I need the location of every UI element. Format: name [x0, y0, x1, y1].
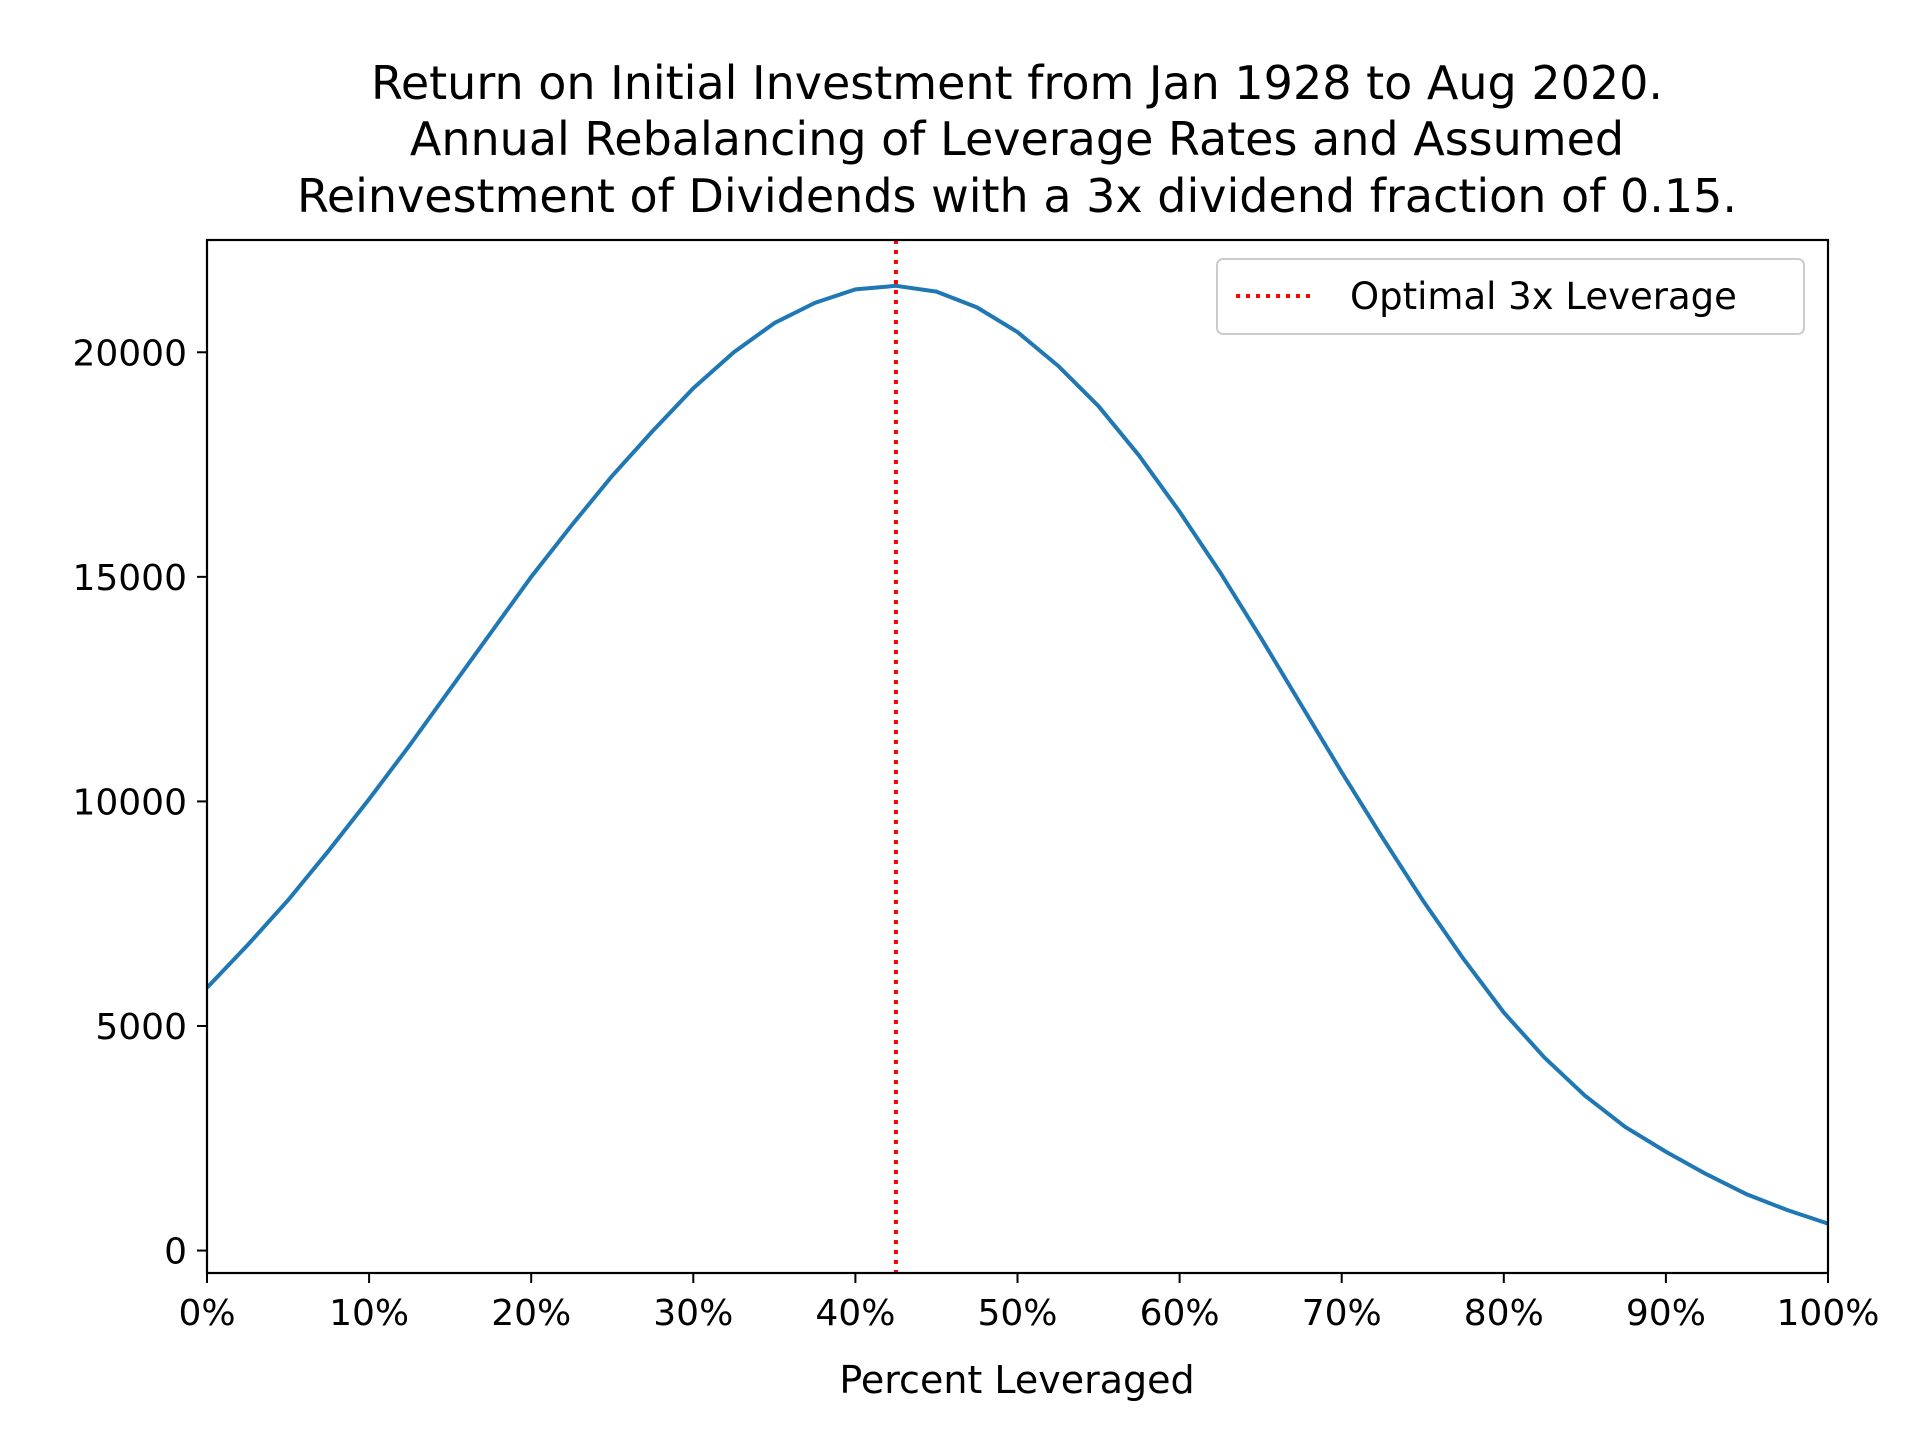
x-tick-label: 70% — [1302, 1293, 1382, 1334]
legend-box — [1216, 258, 1805, 335]
x-tick-label: 40% — [815, 1293, 895, 1334]
y-tick-label: 0 — [164, 1232, 187, 1273]
x-tick-label: 30% — [653, 1293, 733, 1334]
x-tick-label: 80% — [1464, 1293, 1544, 1334]
title-line-3: Reinvestment of Dividends with a 3x divi… — [297, 169, 1737, 223]
series-line-0 — [205, 283, 1829, 1226]
y-tick-label: 5000 — [95, 1007, 187, 1048]
title-line-1: Return on Initial Investment from Jan 19… — [371, 56, 1663, 110]
chart-title: Return on Initial Investment from Jan 19… — [297, 56, 1737, 223]
y-tick-label: 15000 — [72, 558, 187, 599]
y-axis-ticks: 0 5000 10000 15000 20000 — [72, 333, 207, 1273]
plot-frame — [205, 238, 1830, 1275]
plot-content — [205, 240, 1829, 1273]
legend: Optimal 3x Leverage — [1216, 258, 1805, 335]
x-tick-label: 20% — [491, 1293, 571, 1334]
x-tick-label: 0% — [178, 1293, 235, 1334]
x-tick-label: 10% — [329, 1293, 409, 1334]
x-tick-label: 50% — [977, 1293, 1057, 1334]
x-tick-label: 100% — [1777, 1293, 1880, 1334]
y-tick-label: 20000 — [72, 333, 187, 374]
legend-entry-optimal: Optimal 3x Leverage — [1350, 275, 1737, 318]
title-line-2: Annual Rebalancing of Leverage Rates and… — [410, 112, 1624, 166]
x-axis-ticks: 0% 10% 20% 30% 40% 50% 60% 70% 80% 90% 100% — [178, 1273, 1879, 1334]
x-axis-label: Percent Leveraged — [839, 1358, 1194, 1402]
x-tick-label: 60% — [1140, 1293, 1220, 1334]
y-tick-label: 10000 — [72, 782, 187, 823]
x-tick-label: 90% — [1626, 1293, 1706, 1334]
